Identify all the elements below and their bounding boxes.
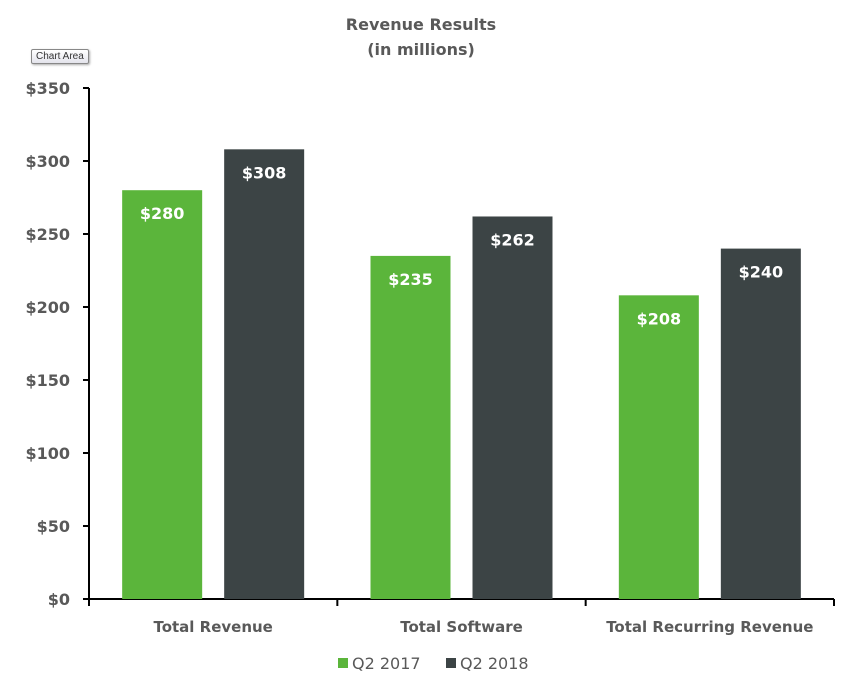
x-tick-label: Total Software [400, 618, 523, 636]
y-tick-label: $250 [25, 225, 70, 244]
data-label: $308 [242, 163, 287, 182]
bar-q2-2017 [370, 255, 451, 599]
data-label: $208 [637, 309, 682, 328]
bar-q2-2018 [224, 149, 305, 599]
legend-label: Q2 2018 [460, 654, 529, 673]
y-tick-label: $350 [25, 79, 70, 98]
y-tick-label: $50 [37, 517, 70, 536]
chart-area-tooltip: Chart Area [31, 49, 89, 64]
legend-swatch [338, 658, 348, 668]
y-tick-label: $0 [48, 590, 70, 609]
data-label: $262 [490, 230, 535, 249]
y-tick-label: $300 [25, 152, 70, 171]
bar-q2-2018 [720, 248, 801, 599]
chart-subtitle: (in millions) [367, 40, 475, 59]
bar-q2-2017 [618, 295, 699, 599]
y-tick-label: $100 [25, 444, 70, 463]
x-tick-label: Total Recurring Revenue [606, 618, 813, 636]
bar-q2-2017 [122, 190, 203, 599]
legend-label: Q2 2017 [352, 654, 421, 673]
x-tick-label: Total Revenue [153, 618, 272, 636]
data-label: $240 [739, 263, 784, 282]
data-label: $280 [140, 204, 185, 223]
bar-q2-2018 [472, 216, 553, 600]
legend-swatch [446, 658, 456, 668]
data-label: $235 [388, 270, 433, 289]
chart-title: Revenue Results [346, 15, 496, 34]
y-tick-label: $150 [25, 371, 70, 390]
y-tick-label: $200 [25, 298, 70, 317]
